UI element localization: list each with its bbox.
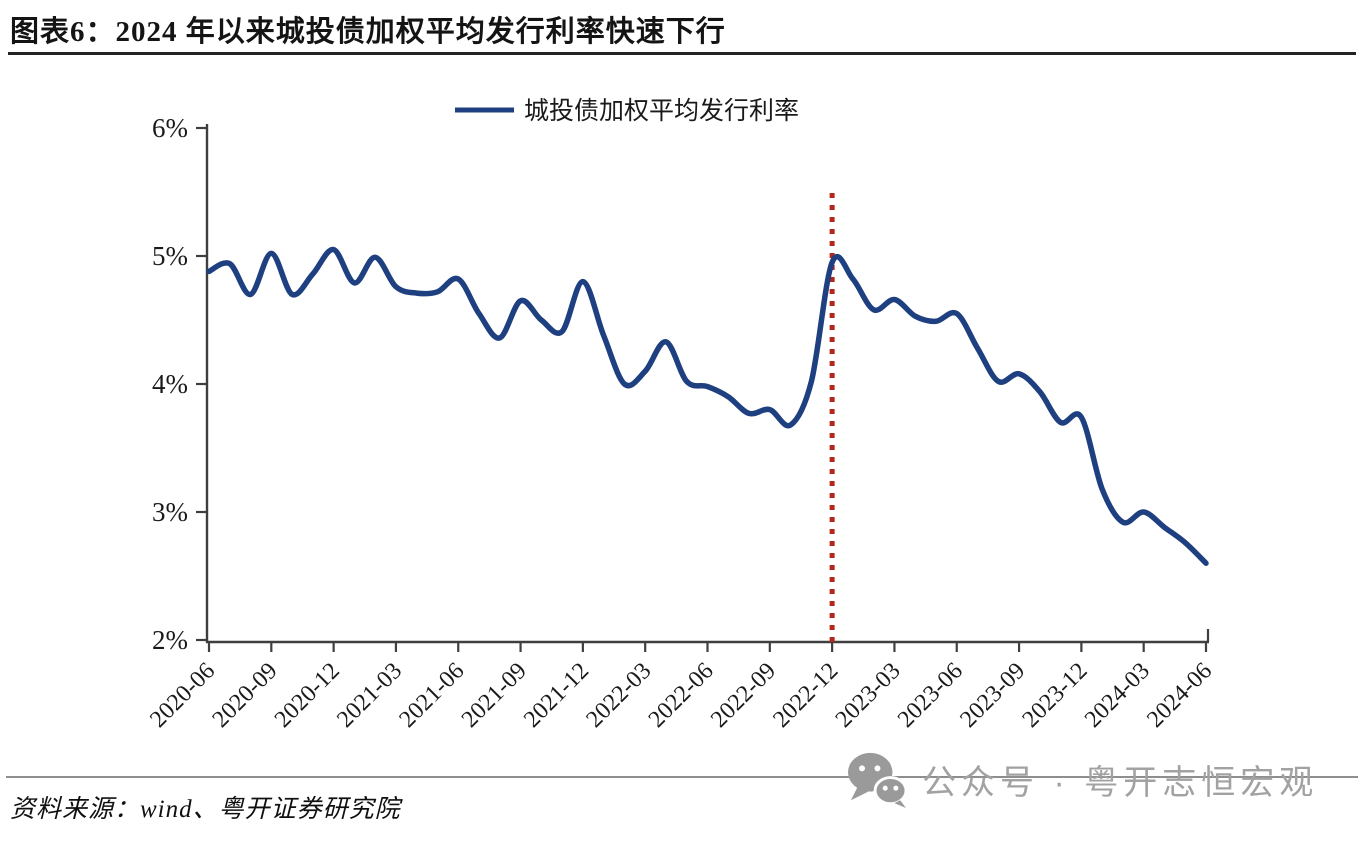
figure-title: 图表6：2024 年以来城投债加权平均发行利率快速下行 xyxy=(10,16,726,48)
x-axis-tick-label: 2022-03 xyxy=(581,658,656,733)
x-axis-tick-label: 2021-09 xyxy=(457,658,532,733)
y-axis-tick-label: 2% xyxy=(152,625,188,655)
x-axis-tick-label: 2021-03 xyxy=(332,658,407,733)
series-line xyxy=(206,246,1209,566)
wechat-watermark: 公众号 · 粤开志恒宏观 xyxy=(846,750,1318,808)
x-axis-tick-label: 2022-12 xyxy=(768,658,843,733)
chart-legend: 城投债加权平均发行利率 xyxy=(455,97,799,125)
y-axis-tick-label: 6% xyxy=(152,113,188,143)
watermark-text: 公众号 · 粤开志恒宏观 xyxy=(922,763,1319,802)
x-axis-tick-label: 2023-09 xyxy=(955,658,1030,733)
x-axis-tick-label: 2021-06 xyxy=(395,658,470,733)
legend-label: 城投债加权平均发行利率 xyxy=(524,97,799,125)
x-axis-tick-label: 2020-12 xyxy=(270,658,345,733)
x-axis-tick-label: 2024-03 xyxy=(1080,658,1155,733)
x-axis-tick-label: 2022-09 xyxy=(706,658,781,733)
x-axis-tick-label: 2023-06 xyxy=(893,658,968,733)
x-axis-tick-label: 2021-12 xyxy=(519,658,594,733)
wechat-icon xyxy=(848,752,908,808)
footer-divider xyxy=(6,776,1358,778)
x-axis-tick-label: 2022-06 xyxy=(644,658,719,733)
x-axis-tick-label: 2020-09 xyxy=(208,658,283,733)
x-axis-tick-label: 2023-03 xyxy=(831,658,906,733)
series-line-group xyxy=(206,246,1209,566)
y-axis-tick-label: 4% xyxy=(152,369,188,399)
x-axis-tick-label: 2023-12 xyxy=(1018,658,1093,733)
y-axis-tick-label: 5% xyxy=(152,241,188,271)
title-underline xyxy=(8,52,1356,55)
x-axis-tick-label: 2024-06 xyxy=(1142,658,1217,733)
x-axis-tick-label: 2020-06 xyxy=(145,658,220,733)
y-axis-tick-label: 3% xyxy=(152,497,188,527)
source-note: 资料来源：wind、粤开证券研究院 xyxy=(10,796,401,823)
chart-axes: 2%3%4%5%6%2020-062020-092020-122021-0320… xyxy=(145,113,1217,733)
